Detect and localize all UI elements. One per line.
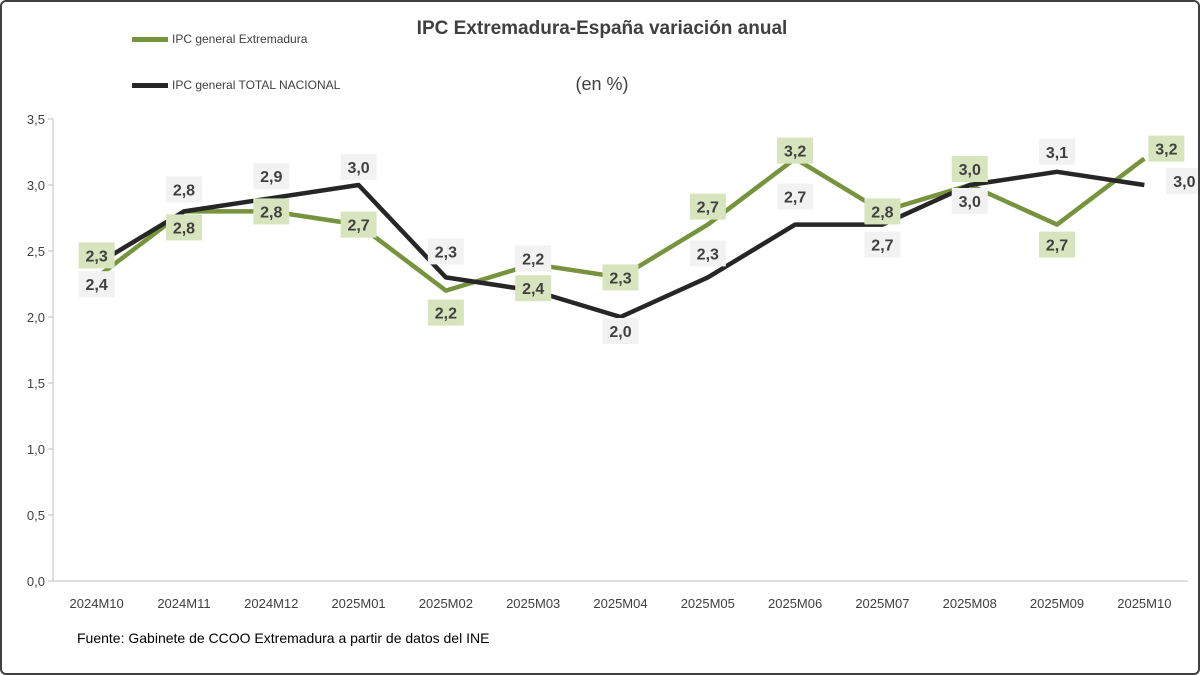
source-note: Fuente: Gabinete de CCOO Extremadura a p… bbox=[77, 630, 490, 646]
data-label: 2,3 bbox=[697, 246, 719, 263]
data-label: 2,3 bbox=[435, 244, 457, 261]
data-label-bg bbox=[165, 214, 202, 241]
x-tick-label: 2024M12 bbox=[244, 596, 298, 611]
x-tick-label: 2025M06 bbox=[768, 596, 822, 611]
data-label-bg bbox=[165, 176, 202, 203]
legend-item-nacional: IPC general TOTAL NACIONAL bbox=[132, 78, 340, 92]
data-label: 3,0 bbox=[959, 162, 981, 179]
x-tick-label: 2025M01 bbox=[331, 596, 385, 611]
data-label-bg bbox=[78, 242, 115, 269]
legend-swatch-extremadura bbox=[132, 36, 168, 42]
data-label-bg bbox=[515, 245, 552, 272]
x-tick-label: 2025M05 bbox=[681, 596, 735, 611]
data-label: 3,2 bbox=[784, 144, 806, 161]
data-label: 3,0 bbox=[959, 194, 981, 211]
data-label: 2,8 bbox=[173, 220, 195, 237]
data-label-bg bbox=[689, 240, 726, 267]
data-label-bg bbox=[253, 198, 290, 225]
data-label: 3,1 bbox=[1046, 145, 1068, 162]
data-label-bg bbox=[689, 193, 726, 220]
data-label: 2,7 bbox=[697, 200, 719, 217]
x-tick-label: 2025M03 bbox=[506, 596, 560, 611]
data-label-bg bbox=[1166, 168, 1198, 194]
y-tick-label: 2,5 bbox=[27, 244, 45, 259]
data-label: 2,3 bbox=[86, 248, 108, 265]
data-label-bg bbox=[78, 271, 115, 298]
data-label: 3,0 bbox=[347, 160, 369, 177]
chart-subtitle: (en %) bbox=[575, 74, 629, 94]
data-label: 3,2 bbox=[1155, 142, 1177, 159]
data-label: 2,7 bbox=[347, 218, 369, 235]
data-label: 2,7 bbox=[784, 190, 806, 207]
data-label-bg bbox=[427, 238, 464, 265]
data-label-bg bbox=[253, 163, 290, 190]
data-label-bg bbox=[340, 154, 377, 180]
legend-item-extremadura: IPC general Extremadura bbox=[132, 32, 307, 46]
data-label-bg bbox=[864, 198, 901, 225]
data-label-bg bbox=[602, 264, 639, 291]
x-tick-label: 2024M11 bbox=[157, 596, 210, 611]
data-label-bg bbox=[951, 156, 988, 182]
y-tick-label: 2,0 bbox=[27, 310, 45, 325]
data-label: 2,9 bbox=[260, 169, 282, 186]
y-tick-label: 3,5 bbox=[27, 112, 45, 127]
series-line-nacional bbox=[95, 169, 1145, 320]
data-label: 2,3 bbox=[609, 270, 631, 287]
data-label: 2,7 bbox=[1046, 238, 1068, 255]
data-label: 2,8 bbox=[260, 204, 282, 221]
data-label-bg bbox=[340, 211, 377, 238]
x-tick-label: 2025M02 bbox=[419, 596, 473, 611]
x-tick-label: 2025M10 bbox=[1117, 596, 1171, 611]
data-label-bg bbox=[1039, 138, 1076, 165]
data-label: 2,2 bbox=[522, 252, 544, 269]
data-label-bg bbox=[427, 299, 464, 326]
data-label-bg bbox=[1039, 231, 1076, 258]
y-tick-label: 0,0 bbox=[27, 574, 45, 589]
legend-label-extremadura: IPC general Extremadura bbox=[172, 32, 308, 46]
data-label: 2,8 bbox=[871, 204, 893, 221]
data-label: 2,4 bbox=[86, 277, 108, 294]
y-tick-label: 0,5 bbox=[27, 508, 45, 523]
data-label-bg bbox=[864, 231, 901, 258]
x-tick-label: 2025M08 bbox=[943, 596, 997, 611]
x-tick-label: 2025M04 bbox=[593, 596, 647, 611]
x-tick-label: 2025M07 bbox=[855, 596, 909, 611]
chart-title: IPC Extremadura-España variación anual bbox=[416, 18, 788, 39]
y-tick-label: 1,0 bbox=[27, 442, 45, 457]
data-label: 2,7 bbox=[871, 238, 893, 255]
legend-label-nacional: IPC general TOTAL NACIONAL bbox=[172, 78, 341, 92]
x-tick-label: 2025M09 bbox=[1030, 596, 1084, 611]
data-label: 2,4 bbox=[522, 281, 544, 298]
data-label: 2,8 bbox=[173, 182, 195, 199]
data-label-bg bbox=[515, 275, 552, 302]
data-label-bg bbox=[951, 188, 988, 214]
data-label: 2,2 bbox=[435, 306, 457, 323]
data-label-bg bbox=[777, 183, 814, 210]
y-tick-label: 1,5 bbox=[27, 376, 45, 391]
x-tick-label: 2024M10 bbox=[70, 596, 124, 611]
data-label-bg bbox=[602, 318, 639, 344]
legend-swatch-nacional bbox=[132, 82, 168, 88]
data-label-bg bbox=[777, 137, 814, 164]
data-label-bg bbox=[1148, 135, 1185, 162]
data-label: 3,0 bbox=[1173, 174, 1195, 191]
y-tick-label: 3,0 bbox=[27, 178, 45, 193]
data-label: 2,0 bbox=[609, 324, 631, 341]
